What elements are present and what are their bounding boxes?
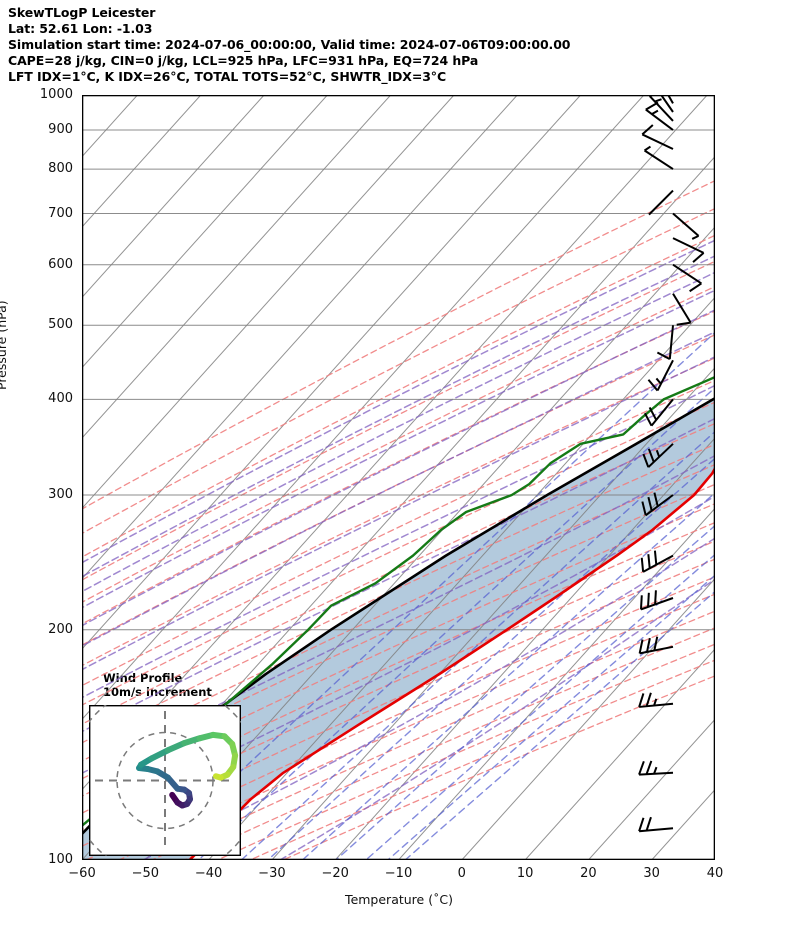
- profile-temperature-line: [82, 396, 715, 836]
- x-tick-label: −40: [194, 866, 223, 881]
- figure-indices-lift: LFT IDX=1°C, K IDX=26°C, TOTAL TOTS=52°C…: [8, 69, 447, 84]
- dry-adiabat-line: [82, 285, 715, 603]
- y-tick-label: 100: [48, 852, 73, 867]
- profile-parcel-line: [188, 465, 715, 860]
- x-axis-label: Temperature (˚C): [345, 892, 453, 907]
- wind-barb: [642, 443, 674, 468]
- moist-adiabat-line: [82, 255, 715, 578]
- figure-times: Simulation start time: 2024-07-06_00:00:…: [8, 37, 571, 52]
- isotherm-line: [144, 226, 715, 860]
- isotherm-line: [271, 366, 715, 860]
- wind-barb: [672, 237, 705, 263]
- wind-barb: [672, 212, 700, 240]
- y-tick-label: 300: [48, 487, 73, 502]
- wind-barb: [638, 760, 674, 776]
- dry-adiabat-line: [82, 179, 715, 510]
- hodograph-canvas: [89, 705, 241, 856]
- wind-barb: [638, 692, 674, 708]
- wind-barb: [672, 263, 702, 293]
- y-axis-label: Pressure (hPa): [0, 300, 9, 390]
- figure-title: SkewTLogP Leicester: [8, 5, 156, 20]
- dry-adiabat-line: [82, 443, 715, 744]
- mixing-ratio-line: [267, 457, 715, 860]
- wind-barb: [643, 145, 674, 170]
- plot-border: [82, 95, 715, 860]
- wind-barb: [638, 816, 674, 833]
- y-tick-label: 600: [48, 256, 73, 272]
- isotherm-line: [334, 437, 715, 860]
- moist-adiabat-line: [82, 331, 715, 647]
- dry-adiabat-line: [82, 483, 715, 780]
- hodograph-subtitle: 10m/s increment: [103, 685, 212, 699]
- y-tick-label: 200: [48, 621, 73, 637]
- moist-adiabat-line: [142, 537, 715, 860]
- x-tick-label: 30: [643, 866, 660, 881]
- moist-adiabat-line: [82, 384, 715, 699]
- x-tick-label: −10: [384, 866, 413, 881]
- moist-adiabat-line: [82, 271, 715, 593]
- profile-dewpoint-line: [82, 375, 715, 828]
- wind-barb: [640, 550, 674, 573]
- y-tick-label: 1000: [39, 87, 73, 102]
- dry-adiabat-line: [82, 540, 715, 831]
- figure-location: Lat: 52.61 Lon: -1.03: [8, 21, 153, 36]
- isotherm-line: [82, 95, 202, 228]
- isotherm-line: [208, 296, 715, 860]
- moist-adiabat-line: [82, 417, 715, 733]
- dry-adiabat-line: [82, 234, 715, 558]
- isotherm-line: [398, 507, 715, 860]
- dry-adiabat-line: [82, 260, 715, 581]
- figure-indices-cape: CAPE=28 j/kg, CIN=0 j/kg, LCL=925 hPa, L…: [8, 53, 479, 68]
- isotherm-line: [82, 95, 328, 369]
- isotherm-line: [82, 95, 392, 439]
- isotherm-line: [524, 648, 715, 860]
- moist-adiabat-line: [82, 289, 715, 609]
- x-tick-label: 0: [457, 866, 466, 881]
- wind-barb: [641, 492, 674, 517]
- isotherm-line: [587, 718, 715, 860]
- isotherm-line: [82, 95, 455, 510]
- dry-adiabat-line: [82, 463, 715, 762]
- dry-adiabat-line: [82, 521, 715, 814]
- moist-adiabat-line: [82, 355, 715, 671]
- wind-barb: [641, 124, 674, 150]
- isotherm-line: [461, 577, 715, 860]
- wind-barb: [648, 189, 674, 216]
- x-tick-label: 40: [706, 866, 724, 881]
- y-tick-label: 700: [48, 205, 73, 221]
- wind-barb: [655, 95, 674, 104]
- wind-barb: [645, 101, 674, 131]
- y-tick-label: 900: [48, 122, 73, 137]
- x-tick-label: 20: [580, 866, 597, 881]
- moist-adiabat-line: [82, 495, 715, 827]
- mixing-ratio-line: [301, 491, 715, 860]
- y-tick-label: 500: [48, 317, 73, 333]
- wind-barb: [652, 95, 674, 113]
- dry-adiabat-line: [82, 502, 715, 797]
- isotherm-line: [82, 95, 582, 650]
- wind-barb: [647, 359, 674, 392]
- mixing-ratio-line: [197, 386, 715, 860]
- hodograph-trace-segment: [148, 747, 171, 762]
- dry-adiabat-line: [82, 310, 715, 625]
- y-tick-label: 400: [48, 391, 73, 407]
- hodograph-trace-segment: [212, 773, 224, 781]
- x-tick-label: −30: [258, 866, 286, 881]
- wind-barb: [638, 636, 674, 655]
- x-tick-label: −50: [131, 866, 160, 881]
- x-tick-label: −20: [321, 866, 349, 881]
- wind-barb: [672, 293, 692, 326]
- wind-barb: [644, 398, 674, 427]
- isotherm-line: [82, 95, 518, 580]
- moist-adiabat-line: [82, 239, 715, 564]
- x-tick-label: 10: [516, 866, 534, 881]
- isotherm-line: [82, 95, 265, 299]
- dry-adiabat-line: [82, 207, 715, 535]
- wind-barb: [656, 325, 674, 361]
- dry-adiabat-line: [82, 357, 715, 667]
- y-tick-label: 800: [48, 161, 73, 177]
- x-tick-label: −60: [68, 866, 96, 881]
- wind-barb: [639, 590, 674, 611]
